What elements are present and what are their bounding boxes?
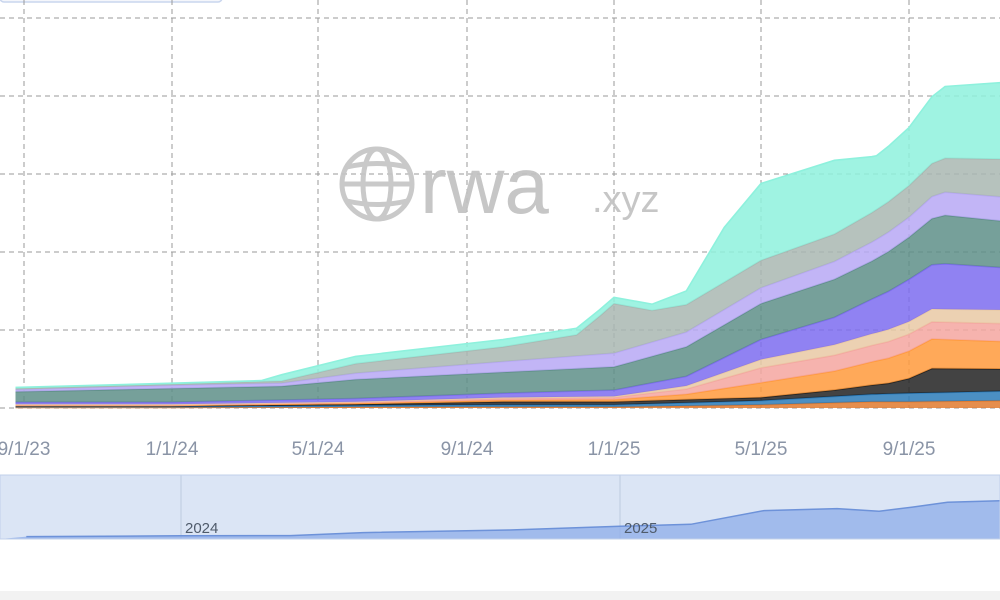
x-tick-label: 9/1/23 bbox=[0, 439, 50, 460]
scrollbar-track[interactable] bbox=[0, 591, 1000, 600]
area-series-11 bbox=[15, 82, 1000, 389]
navigator-line bbox=[26, 500, 1000, 538]
x-axis-ticks: 9/1/23 1/1/24 5/1/24 9/1/24 1/1/25 5/1/25 9/1/… bbox=[0, 439, 935, 460]
watermark-brand: rwa bbox=[420, 141, 549, 230]
navigator-area bbox=[0, 500, 1000, 539]
range-navigator[interactable]: 2024 2025 bbox=[0, 474, 1000, 540]
x-tick-label: 5/1/24 bbox=[292, 439, 345, 460]
navigator-label-2025: 2025 bbox=[624, 520, 657, 537]
x-tick-label: 1/1/24 bbox=[146, 439, 199, 460]
x-tick-label: 1/1/25 bbox=[588, 439, 641, 460]
x-tick-label: 9/1/24 bbox=[441, 439, 494, 460]
area-series-1 bbox=[15, 400, 1000, 408]
navigator-selection[interactable] bbox=[0, 474, 1000, 540]
globe-icon bbox=[339, 146, 415, 222]
navigator-label-2024: 2024 bbox=[185, 520, 218, 537]
series-line-11 bbox=[15, 81, 1000, 389]
watermark-suffix: .xyz bbox=[592, 179, 660, 221]
area-series-8 bbox=[15, 215, 1000, 403]
x-tick-label: 9/1/25 bbox=[883, 439, 936, 460]
chart-grid bbox=[0, 0, 1000, 409]
chart-areas bbox=[15, 81, 1000, 409]
navigator-series bbox=[0, 500, 1000, 539]
top-control[interactable] bbox=[0, 0, 223, 3]
area-series-7 bbox=[15, 263, 1000, 405]
area-series-6 bbox=[15, 309, 1000, 405]
area-series-2 bbox=[15, 391, 1000, 408]
area-series-4 bbox=[15, 339, 1000, 406]
x-tick-label: 5/1/25 bbox=[735, 439, 788, 460]
watermark: rwa .xyz bbox=[339, 141, 660, 230]
area-series-5 bbox=[15, 321, 1000, 406]
